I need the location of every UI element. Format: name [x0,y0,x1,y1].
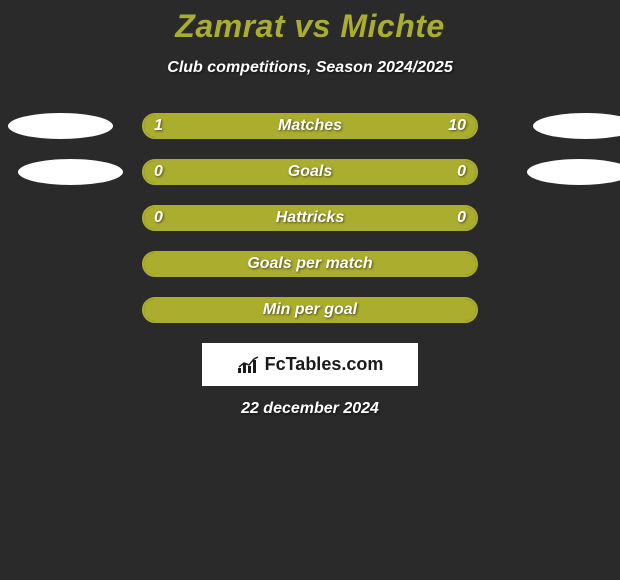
brand-logo-text: FcTables.com [237,354,384,375]
stats-card: Zamrat vs Michte Club competitions, Seas… [0,0,620,418]
stat-row-matches: 1 Matches 10 [0,113,620,139]
stat-row-hattricks: 0 Hattricks 0 [0,205,620,231]
stat-row-goals-per-match: Goals per match [0,251,620,277]
player-avatar-left [18,159,123,185]
stat-fill-left [144,115,204,137]
stat-bar: 0 Hattricks 0 [142,205,478,231]
brand-logo[interactable]: FcTables.com [202,343,418,386]
stat-bar: Goals per match [142,251,478,277]
subtitle: Club competitions, Season 2024/2025 [0,59,620,77]
stat-fill-right [144,299,476,321]
date-label: 22 december 2024 [0,400,620,418]
stat-bar: Min per goal [142,297,478,323]
player-avatar-right [533,113,620,139]
stat-fill-right [144,207,476,229]
player-avatar-left [8,113,113,139]
stat-bar: 0 Goals 0 [142,159,478,185]
page-title: Zamrat vs Michte [0,8,620,45]
stat-bar: 1 Matches 10 [142,113,478,139]
brand-logo-label: FcTables.com [265,354,384,375]
stat-fill-right [144,161,476,183]
player-avatar-right [527,159,620,185]
chart-icon [237,356,261,374]
stat-row-min-per-goal: Min per goal [0,297,620,323]
stat-row-goals: 0 Goals 0 [0,159,620,185]
stat-fill-right [204,115,476,137]
stat-fill-right [144,253,476,275]
